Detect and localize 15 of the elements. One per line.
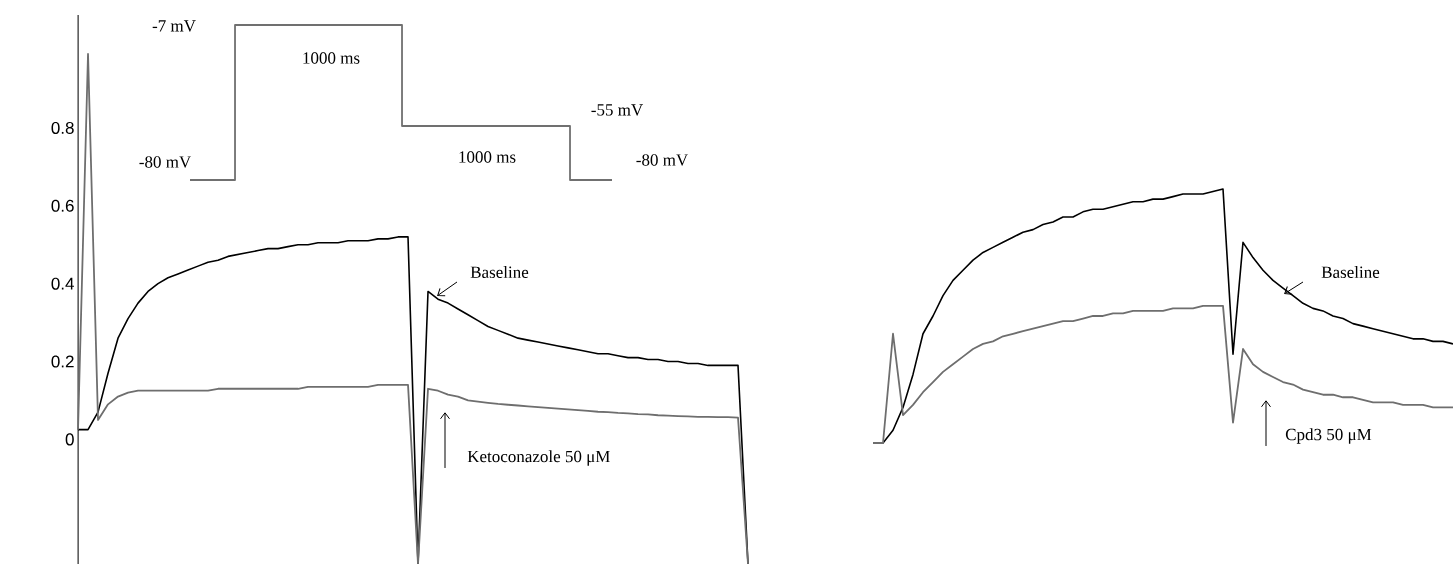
- series-label: Cpd3 50 μM: [1285, 428, 1372, 444]
- annotation: 1000 ms: [303, 52, 360, 64]
- y-tick-label: 0: [65, 433, 74, 446]
- y-tick-label: 0.6: [51, 199, 74, 212]
- y-tick-label: 0.2: [51, 355, 74, 368]
- annotation: -55 mV: [591, 104, 644, 116]
- annotation: -7 mV: [152, 20, 196, 32]
- text: Ketoconazole 50 μM: [467, 450, 610, 466]
- annotation: -80 mV: [636, 154, 689, 166]
- y-tick-label: 0.4: [51, 277, 74, 290]
- annotation: 1000 ms: [459, 151, 516, 163]
- annotation: -80 mV: [139, 156, 192, 168]
- series-label: Baseline: [470, 266, 529, 278]
- y-tick-label: 0.8: [51, 121, 74, 134]
- series-label: Baseline: [1321, 266, 1380, 278]
